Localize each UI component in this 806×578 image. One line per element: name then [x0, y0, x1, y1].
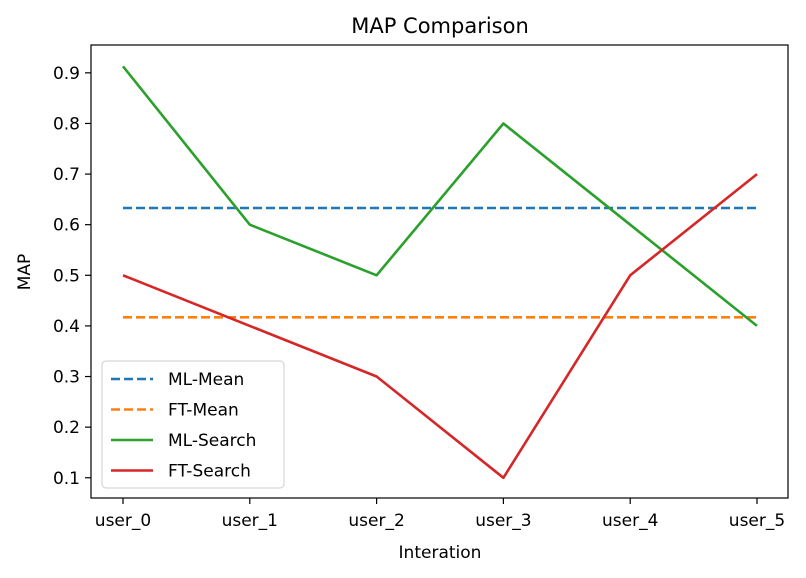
legend-label-ft-search: FT-Search	[168, 462, 251, 482]
x-axis-label: Interation	[399, 543, 482, 563]
plot-area-frame	[90, 44, 789, 499]
legend-label-ml-mean: ML-Mean	[168, 370, 244, 390]
x-tick-label: user_1	[222, 511, 278, 531]
series-layer	[121, 65, 758, 480]
y-tick-label: 0.1	[53, 469, 80, 489]
x-tick-label: user_4	[602, 511, 658, 531]
legend-label-ft-mean: FT-Mean	[168, 401, 239, 421]
series-line-ft-search	[122, 173, 758, 480]
x-tick-label: user_5	[729, 511, 785, 531]
legend-box	[101, 360, 285, 489]
x-tick-label: user_3	[475, 511, 531, 531]
y-tick-label: 0.6	[53, 216, 80, 236]
axis-layer: user_0 user_1 user_2 user_3 user_4 user_5 0.1 0…	[53, 64, 785, 531]
legend-label-ml-search: ML-Search	[168, 431, 256, 451]
y-tick-label: 0.8	[53, 114, 80, 134]
y-tick-label: 0.9	[53, 64, 80, 84]
chart-title: MAP Comparison	[351, 14, 529, 38]
y-tick-label: 0.5	[53, 266, 80, 286]
y-tick-label: 0.4	[53, 317, 80, 337]
y-tick-label: 0.7	[53, 165, 80, 185]
x-tick-label: user_2	[348, 511, 404, 531]
y-tick-label: 0.3	[53, 368, 80, 388]
y-axis-label: MAP	[15, 254, 35, 291]
series-line-ml-search	[121, 65, 758, 327]
x-tick-label: user_0	[95, 511, 151, 531]
legend: ML-Mean FT-Mean ML-Search FT-Search	[101, 360, 285, 489]
y-tick-label: 0.2	[53, 418, 80, 438]
